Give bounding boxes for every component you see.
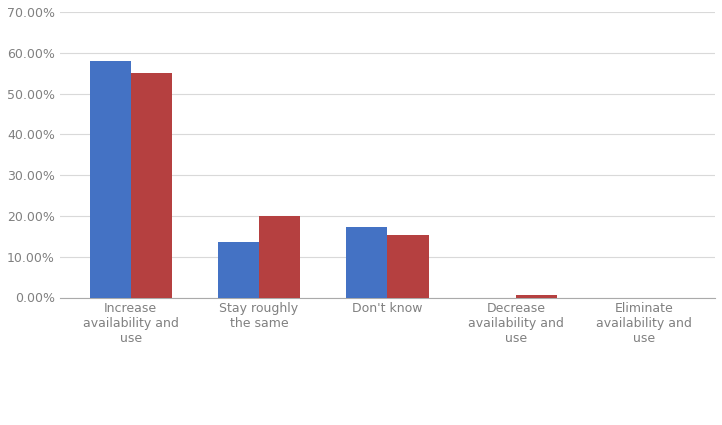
Bar (218, 242, 259, 298)
Bar (347, 227, 388, 298)
Bar (131, 73, 172, 298)
Bar (90, 61, 131, 297)
Bar (259, 216, 300, 298)
Bar (516, 295, 557, 298)
Bar (388, 235, 429, 298)
